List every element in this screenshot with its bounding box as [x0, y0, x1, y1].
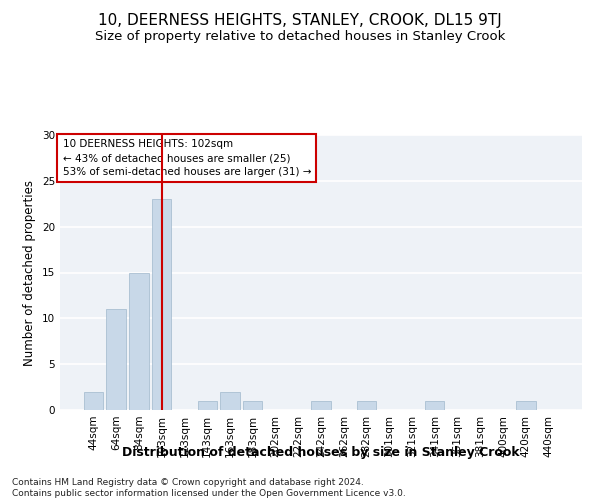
Y-axis label: Number of detached properties: Number of detached properties — [23, 180, 37, 366]
Text: Size of property relative to detached houses in Stanley Crook: Size of property relative to detached ho… — [95, 30, 505, 43]
Bar — [197, 401, 217, 410]
Text: Distribution of detached houses by size in Stanley Crook: Distribution of detached houses by size … — [122, 446, 520, 459]
Bar — [243, 401, 262, 410]
Text: 10 DEERNESS HEIGHTS: 102sqm
← 43% of detached houses are smaller (25)
53% of sem: 10 DEERNESS HEIGHTS: 102sqm ← 43% of det… — [62, 139, 311, 177]
Bar — [106, 309, 126, 410]
Text: 10, DEERNESS HEIGHTS, STANLEY, CROOK, DL15 9TJ: 10, DEERNESS HEIGHTS, STANLEY, CROOK, DL… — [98, 12, 502, 28]
Bar — [311, 401, 331, 410]
Bar — [220, 392, 239, 410]
Bar — [425, 401, 445, 410]
Bar — [152, 199, 172, 410]
Bar — [129, 272, 149, 410]
Bar — [357, 401, 376, 410]
Bar — [84, 392, 103, 410]
Text: Contains HM Land Registry data © Crown copyright and database right 2024.
Contai: Contains HM Land Registry data © Crown c… — [12, 478, 406, 498]
Bar — [516, 401, 536, 410]
